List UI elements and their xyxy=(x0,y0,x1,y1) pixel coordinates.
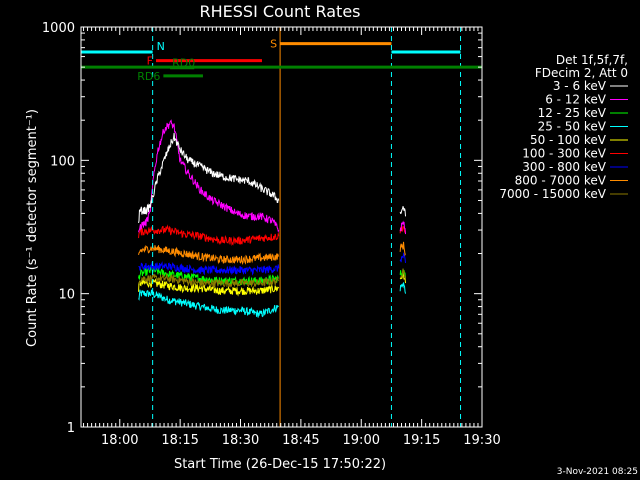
x-axis-label: Start Time (26-Dec-15 17:50:22) xyxy=(174,457,386,472)
series-line-7000-15000-kev xyxy=(138,268,407,288)
y-tick-label: 100 xyxy=(50,154,75,169)
series-line-100-300-kev xyxy=(138,224,407,247)
data-layer: NF S RD0 RD6 xyxy=(81,27,482,427)
flag-label-f: F xyxy=(147,55,153,68)
legend-label: 25 - 50 keV xyxy=(538,120,607,134)
series-line-300-800-kev xyxy=(138,252,407,276)
flag-label-s: S xyxy=(270,38,277,51)
flag-label-rd6: RD6 xyxy=(137,70,160,83)
y-axis-label: Count Rate (s⁻¹ detector segment⁻¹) xyxy=(25,109,40,347)
flag-label-n: N xyxy=(157,40,165,53)
legend-label: 6 - 12 keV xyxy=(545,93,607,107)
legend-label: 7000 - 15000 keV xyxy=(499,187,606,201)
axes-layer: 18:00 18:15 18:30 18:45 19:00 19:15 19:30 1 10 10… xyxy=(42,21,501,448)
legend-header-line-2: FDecim 2, Att 0 xyxy=(535,66,628,80)
legend-label: 800 - 7000 keV xyxy=(515,174,607,188)
x-tick-label: 19:00 xyxy=(343,433,380,448)
plot-frame xyxy=(80,26,483,428)
y-tick-label: 1 xyxy=(67,421,75,436)
x-tick-label: 18:45 xyxy=(282,433,319,448)
series-line-3-6-kev xyxy=(138,132,407,224)
y-tick-label: 10 xyxy=(58,288,75,303)
series-line-800-7000-kev xyxy=(138,241,406,265)
y-tick-label: 1000 xyxy=(42,21,75,36)
legend-label: 100 - 300 keV xyxy=(522,147,606,161)
x-tick-label: 19:15 xyxy=(403,433,440,448)
legend-label: 3 - 6 keV xyxy=(553,79,607,93)
series-line-25-50-kev xyxy=(138,282,407,318)
legend-label: 50 - 100 keV xyxy=(530,133,607,147)
series-line-6-12-kev xyxy=(138,119,407,235)
generation-timestamp: 3-Nov-2021 08:25 xyxy=(557,467,638,477)
x-tick-label: 18:00 xyxy=(101,433,138,448)
x-tick-label: 18:15 xyxy=(161,433,198,448)
x-tick-label: 19:30 xyxy=(463,433,500,448)
x-tick-label: 18:30 xyxy=(222,433,259,448)
legend-label: 12 - 25 keV xyxy=(538,106,607,120)
chart-title: RHESSI Count Rates xyxy=(200,2,361,21)
legend-header-line-1: Det 1f,5f,7f, xyxy=(556,53,628,67)
legend-label: 300 - 800 keV xyxy=(522,160,606,174)
flag-label-rd0: RD0 xyxy=(172,57,195,70)
